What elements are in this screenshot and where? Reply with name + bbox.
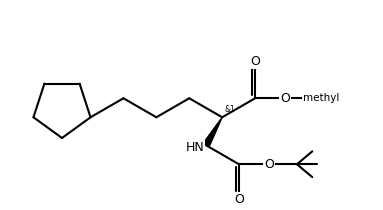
Text: O: O <box>280 92 290 105</box>
Text: O: O <box>234 193 244 206</box>
Text: methyl: methyl <box>303 93 339 103</box>
Text: O: O <box>264 158 274 171</box>
Text: O: O <box>250 55 260 68</box>
Text: HN: HN <box>185 141 204 154</box>
Text: &1: &1 <box>224 105 235 114</box>
Polygon shape <box>203 117 222 147</box>
